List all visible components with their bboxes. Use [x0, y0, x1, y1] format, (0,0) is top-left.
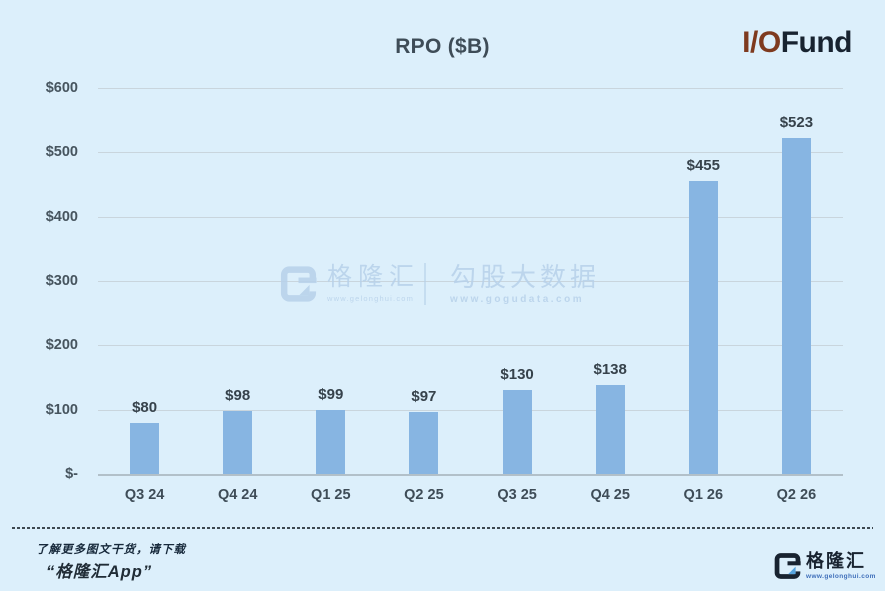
plot-area: $80 $98 $99 $97 $130 $138 $455 $523	[98, 88, 843, 476]
x-axis-line	[98, 474, 843, 476]
iofund-logo: I/OFund	[742, 26, 852, 60]
iofund-logo-io: I/O	[742, 26, 781, 59]
x-tick-label: Q3 24	[124, 487, 165, 503]
bar-value-label: $138	[593, 361, 627, 379]
bar	[781, 137, 811, 474]
y-tick-label: $100	[45, 401, 78, 418]
gridline	[98, 281, 843, 282]
footer-note-line1: 了解更多图文干货，请下载	[36, 544, 186, 556]
y-tick-label: $300	[45, 273, 78, 289]
x-tick-label: Q4 24	[217, 487, 258, 503]
bar-value-label: $130	[500, 366, 534, 384]
bar	[502, 390, 532, 474]
bar	[595, 385, 625, 474]
bar	[223, 411, 253, 474]
x-tick-label: Q4 25	[590, 487, 630, 503]
bar-value-label: $98	[225, 387, 251, 404]
iofund-logo-fund: Fund	[780, 26, 853, 59]
gridline	[98, 216, 843, 218]
gridline	[98, 88, 843, 89]
x-axis: Q3 24 Q4 24 Q1 25 Q2 25 Q3 25 Q4 25 Q1 26 Q2 26	[98, 484, 843, 510]
footer-divider	[12, 527, 873, 529]
bar	[688, 181, 718, 474]
chart-title: RPO ($B)	[395, 35, 490, 58]
bar	[316, 410, 346, 474]
gelonghui-logo-text: 格隆汇	[806, 551, 866, 571]
bar	[130, 422, 160, 474]
bar	[409, 411, 439, 474]
y-tick-label: $500	[45, 144, 78, 161]
bar-value-label: $523	[779, 113, 814, 131]
gelonghui-logo-textblock: 格隆汇 www.gelonghui.com	[806, 551, 876, 580]
bar-value-label: $80	[132, 398, 158, 416]
y-tick-label: $200	[45, 337, 78, 354]
bar-value-label: $97	[411, 387, 437, 405]
gelonghui-g-icon	[774, 553, 801, 579]
gelonghui-logo: 格隆汇 www.gelonghui.com	[774, 551, 876, 580]
gridline	[98, 345, 843, 347]
bar-value-label: $99	[318, 386, 344, 404]
y-tick-label: $-	[65, 466, 78, 482]
footer-note-line2: “格隆汇App”	[46, 563, 153, 581]
y-tick-label: $600	[45, 80, 78, 96]
gelonghui-logo-url: www.gelonghui.com	[806, 572, 876, 580]
gridline	[98, 409, 843, 411]
bar-value-label: $455	[686, 157, 720, 175]
x-tick-label: Q3 25	[497, 487, 537, 503]
y-tick-label: $400	[45, 208, 78, 225]
y-axis: $600 $500 $400 $300 $200 $100 $-	[0, 80, 78, 482]
x-tick-label: Q1 26	[683, 487, 724, 503]
x-tick-label: Q2 26	[776, 487, 817, 503]
x-tick-label: Q1 25	[311, 487, 351, 503]
x-tick-label: Q2 25	[404, 487, 444, 503]
gridline	[98, 152, 843, 154]
